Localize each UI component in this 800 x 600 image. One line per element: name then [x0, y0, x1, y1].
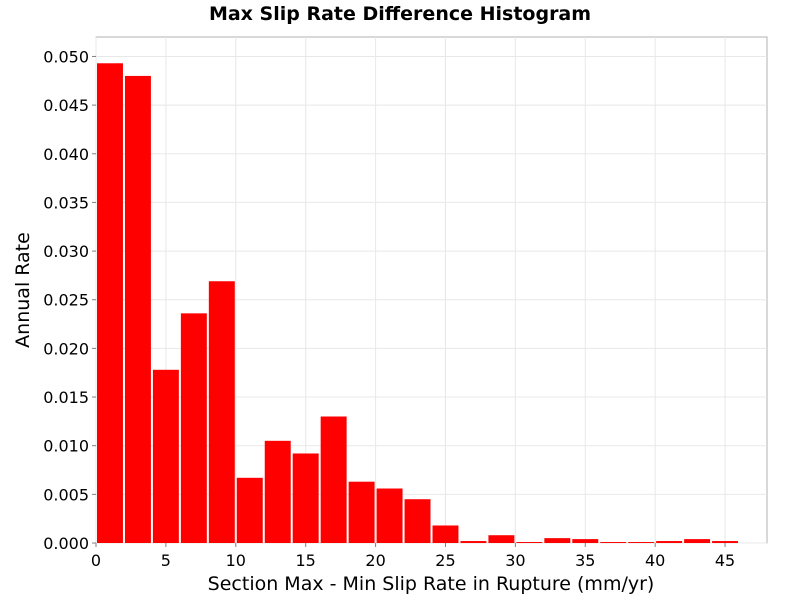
- chart-title: Max Slip Rate Difference Histogram: [209, 3, 591, 25]
- x-axis-label: Section Max - Min Slip Rate in Rupture (…: [208, 573, 655, 595]
- histogram-bar: [97, 63, 123, 544]
- histogram-bar: [348, 481, 375, 543]
- y-tick-label: 0.025: [43, 291, 89, 310]
- histogram-bar: [320, 416, 347, 543]
- histogram-bar: [600, 542, 627, 543]
- bars: [97, 63, 739, 544]
- y-tick-label: 0.015: [43, 388, 89, 407]
- histogram-bar: [460, 541, 487, 543]
- y-tick-label: 0.030: [43, 242, 89, 261]
- y-tick-label: 0.010: [43, 437, 89, 456]
- histogram-bar: [628, 542, 655, 543]
- x-tick-label: 30: [505, 551, 525, 570]
- x-tick-label: 15: [296, 551, 316, 570]
- histogram-bar: [572, 539, 599, 543]
- histogram-bar: [712, 541, 739, 543]
- histogram-bar: [432, 525, 459, 543]
- x-tick-label: 45: [715, 551, 735, 570]
- histogram-bar: [684, 539, 711, 543]
- histogram-bar: [292, 453, 319, 543]
- x-tick-label: 40: [645, 551, 665, 570]
- histogram-bar: [376, 488, 403, 543]
- x-axis-ticks: 0 5 10 15 20 25 30 35 40 45: [91, 543, 735, 570]
- y-tick-label: 0.020: [43, 339, 89, 358]
- histogram-bar: [404, 499, 431, 543]
- histogram-bar: [264, 440, 291, 543]
- histogram-bar: [516, 542, 543, 543]
- x-tick-label: 20: [365, 551, 385, 570]
- histogram-bar: [488, 535, 515, 543]
- histogram-bar: [236, 477, 263, 543]
- y-tick-label: 0.040: [43, 145, 89, 164]
- x-tick-label: 25: [435, 551, 455, 570]
- histogram-bar: [208, 281, 235, 543]
- y-tick-label: 0.035: [43, 193, 89, 212]
- y-tick-label: 0.050: [43, 47, 89, 66]
- histogram-bar: [544, 538, 571, 543]
- y-tick-label: 0.045: [43, 96, 89, 115]
- x-tick-label: 35: [575, 551, 595, 570]
- y-axis-ticks: 0.000 0.005 0.010 0.015 0.020 0.025 0.030 0.035…: [43, 47, 96, 553]
- x-tick-label: 0: [91, 551, 101, 570]
- histogram-bar: [124, 75, 151, 543]
- y-tick-label: 0.005: [43, 485, 89, 504]
- x-tick-label: 5: [161, 551, 171, 570]
- histogram-bar: [180, 313, 207, 543]
- x-tick-label: 10: [226, 551, 246, 570]
- y-axis-label: Annual Rate: [12, 232, 34, 348]
- histogram-bar: [152, 369, 179, 543]
- histogram-bar: [656, 541, 683, 543]
- y-tick-label: 0.000: [43, 534, 89, 553]
